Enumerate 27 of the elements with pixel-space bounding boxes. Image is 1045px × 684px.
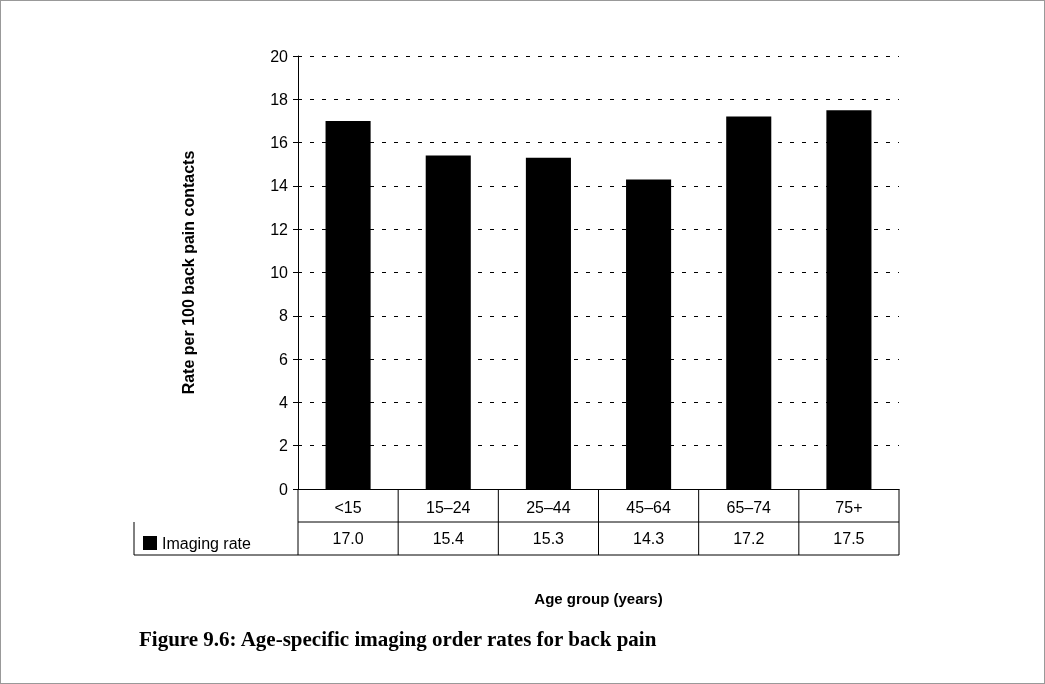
y-tick-label: 14: [270, 177, 289, 195]
x-tick-label: 15–24: [426, 498, 471, 516]
y-tick-label: 8: [279, 307, 289, 325]
data-label: 17.0: [332, 530, 364, 547]
x-tick-label: 45–64: [626, 498, 671, 516]
legend-label: Imaging rate: [162, 534, 252, 552]
x-tick-label: <15: [334, 498, 362, 516]
x-tick-label: 25–44: [526, 498, 571, 516]
y-tick-label: 2: [279, 437, 289, 455]
y-tick-label: 16: [270, 134, 289, 152]
text: Figure 9.6: Age-specific imaging order rates for back pain: [139, 626, 657, 651]
x-axis-title: Age group (years): [534, 590, 663, 607]
data-label: 15.4: [432, 530, 464, 547]
y-tick-label: 0: [279, 480, 289, 498]
x-tick-label: 65–74: [726, 498, 772, 516]
x-tick-label: 75+: [835, 498, 863, 516]
data-label: 17.5: [833, 530, 865, 547]
y-tick-label: 12: [270, 220, 289, 238]
y-tick-label: 6: [279, 350, 289, 368]
y-tick-label: 18: [270, 90, 289, 108]
y-tick-label: 4: [279, 393, 289, 411]
data-label: 17.2: [733, 530, 765, 547]
y-tick-label: 20: [270, 47, 289, 65]
data-label: 14.3: [633, 530, 665, 547]
data-label: 15.3: [532, 530, 565, 547]
y-axis-title: Rate per 100 back pain contacts: [179, 150, 197, 395]
y-tick-label: 10: [270, 264, 289, 281]
